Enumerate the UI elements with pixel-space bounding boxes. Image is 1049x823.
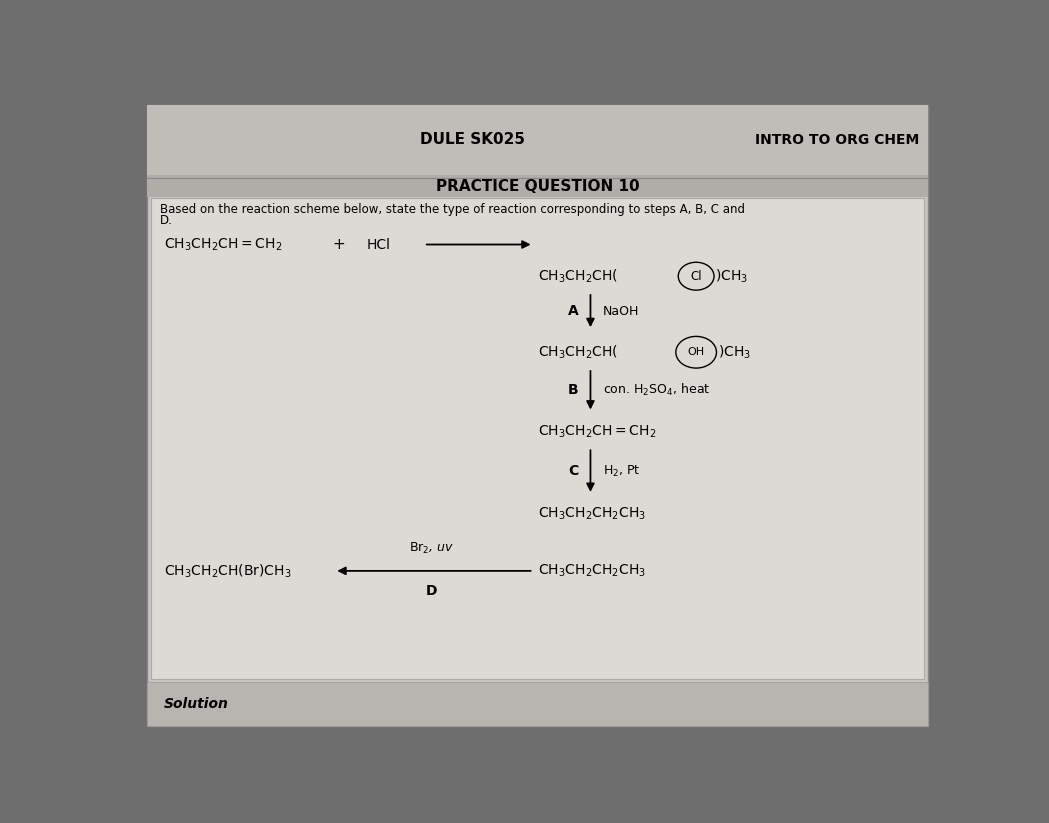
Text: DULE SK025: DULE SK025 bbox=[420, 133, 526, 147]
Bar bbox=[147, 681, 927, 726]
Text: OH: OH bbox=[687, 347, 705, 357]
Text: PRACTICE QUESTION 10: PRACTICE QUESTION 10 bbox=[435, 179, 640, 193]
Text: $\mathrm{)CH_3}$: $\mathrm{)CH_3}$ bbox=[714, 267, 748, 285]
Bar bbox=[147, 105, 927, 174]
Bar bbox=[147, 175, 927, 197]
Text: $\mathrm{Br_2}$, uv: $\mathrm{Br_2}$, uv bbox=[409, 542, 454, 556]
Text: $\mathrm{CH_3CH_2CH_2CH_3}$: $\mathrm{CH_3CH_2CH_2CH_3}$ bbox=[537, 505, 646, 522]
Text: $\mathrm{H_2}$, Pt: $\mathrm{H_2}$, Pt bbox=[602, 463, 640, 479]
Text: +: + bbox=[333, 237, 345, 252]
Text: con. $\mathrm{H_2SO_4}$, heat: con. $\mathrm{H_2SO_4}$, heat bbox=[602, 382, 710, 398]
Text: B: B bbox=[568, 384, 578, 398]
Text: $\mathrm{CH_3CH_2CH(}$: $\mathrm{CH_3CH_2CH(}$ bbox=[537, 267, 618, 285]
Text: NaOH: NaOH bbox=[602, 305, 639, 318]
Text: $\mathrm{CH_3CH_2CH{=}CH_2}$: $\mathrm{CH_3CH_2CH{=}CH_2}$ bbox=[164, 236, 282, 253]
Text: $\mathrm{CH_3CH_2CH(Br)CH_3}$: $\mathrm{CH_3CH_2CH(Br)CH_3}$ bbox=[164, 562, 292, 579]
Text: Solution: Solution bbox=[164, 697, 229, 711]
Text: D: D bbox=[426, 584, 437, 598]
Text: Cl: Cl bbox=[690, 270, 702, 282]
Text: C: C bbox=[568, 464, 578, 478]
Text: $\mathrm{CH_3CH_2CH{=}CH_2}$: $\mathrm{CH_3CH_2CH{=}CH_2}$ bbox=[537, 423, 656, 439]
Text: $\mathrm{)CH_3}$: $\mathrm{)CH_3}$ bbox=[719, 343, 751, 361]
Text: INTRO TO ORG CHEM: INTRO TO ORG CHEM bbox=[755, 133, 920, 147]
Text: $\mathrm{CH_3CH_2CH_2CH_3}$: $\mathrm{CH_3CH_2CH_2CH_3}$ bbox=[537, 563, 646, 579]
Text: A: A bbox=[568, 304, 578, 318]
Text: $\mathrm{CH_3CH_2CH(}$: $\mathrm{CH_3CH_2CH(}$ bbox=[537, 343, 618, 361]
Bar bbox=[151, 198, 924, 679]
Text: D.: D. bbox=[159, 214, 172, 227]
Text: HCl: HCl bbox=[367, 238, 391, 252]
Text: Based on the reaction scheme below, state the type of reaction corresponding to : Based on the reaction scheme below, stat… bbox=[159, 202, 745, 216]
